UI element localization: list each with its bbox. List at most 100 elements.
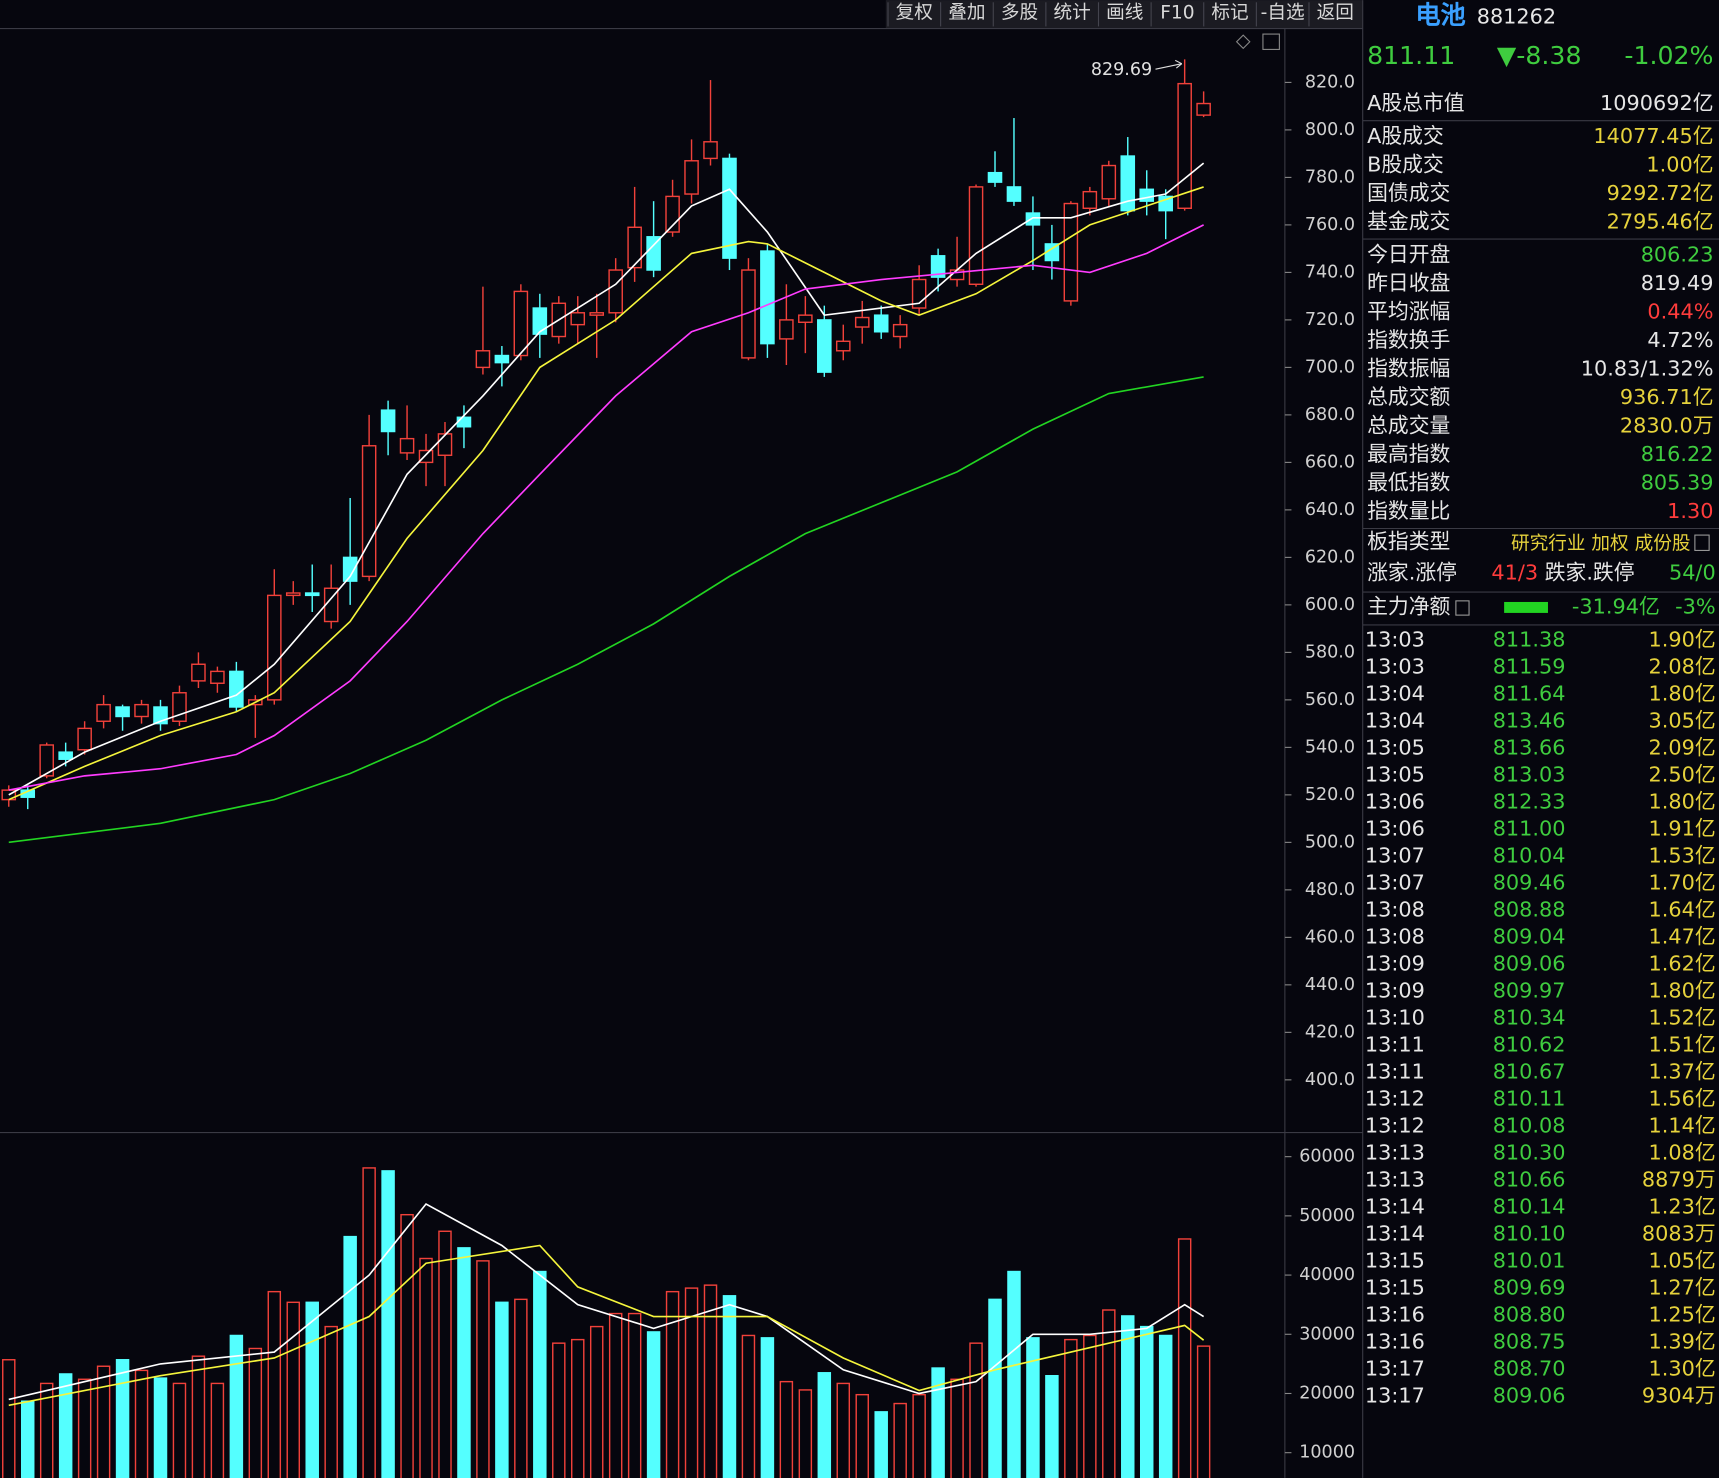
toolbar-button[interactable]: 多股: [1001, 3, 1038, 24]
candle-body: [58, 751, 73, 760]
candle-body: [39, 744, 54, 777]
candle-body: [741, 269, 756, 359]
candle-body: [627, 226, 642, 269]
candle-body: [570, 312, 586, 326]
fund-flow-label: 主力净额: [1367, 594, 1450, 618]
tick-amount: 2.08亿: [1649, 654, 1716, 678]
tick-amount: 1.30亿: [1649, 1357, 1716, 1381]
y-tick-label: 620.0: [1305, 547, 1355, 567]
volume-bar: [419, 1257, 433, 1478]
volume-bar: [39, 1382, 54, 1478]
volume-bar: [495, 1301, 509, 1478]
tick-time: 13:15: [1365, 1276, 1425, 1300]
diamond-icon[interactable]: [1235, 34, 1251, 50]
volume-average-line: [8, 1244, 1205, 1407]
candle-body: [77, 727, 92, 751]
stat-value: 816.22: [1641, 442, 1714, 466]
fund-flow-amount: -31.94亿: [1572, 594, 1660, 618]
candle-body: [722, 157, 737, 259]
y-tick-label: 600.0: [1305, 595, 1355, 615]
stat-label: 最高指数: [1367, 442, 1450, 466]
volume-bar: [514, 1298, 528, 1478]
volume-bar: [191, 1355, 206, 1478]
volume-bar: [248, 1347, 263, 1478]
volume-bar: [684, 1287, 699, 1478]
y-tick-label: 580.0: [1305, 642, 1355, 662]
candle-body: [475, 350, 491, 369]
candle-body: [760, 250, 775, 345]
tick-price: 811.59: [1493, 654, 1566, 678]
tick-amount: 1.91亿: [1649, 816, 1716, 840]
volume-tick-label: 40000: [1299, 1265, 1355, 1285]
toolbar-button[interactable]: 返回: [1317, 3, 1354, 24]
stat-label: A股成交: [1367, 124, 1444, 148]
y-tick-label: 660.0: [1305, 452, 1355, 472]
panel-toggle-icon[interactable]: [1262, 33, 1280, 50]
volume-bar: [741, 1334, 756, 1478]
toolbar-button[interactable]: 复权: [896, 3, 934, 24]
tick-amount: 1.62亿: [1649, 951, 1716, 975]
candle-body: [1063, 202, 1079, 302]
stat-label: 今日开盘: [1367, 243, 1450, 267]
tick-time: 13:05: [1365, 762, 1425, 786]
tick-price: 811.00: [1493, 816, 1566, 840]
candle-body: [418, 449, 434, 464]
stat-label: 国债成交: [1367, 181, 1450, 205]
stat-label: 指数振幅: [1367, 357, 1450, 381]
volume-bar: [893, 1402, 907, 1478]
tick-price: 808.80: [1493, 1303, 1566, 1327]
tick-time: 13:12: [1365, 1087, 1425, 1111]
toolbar-button[interactable]: 画线: [1106, 3, 1143, 24]
volume-bar: [115, 1359, 130, 1478]
volume-bar: [817, 1372, 832, 1478]
stat-value: 4.72%: [1647, 328, 1713, 352]
moving-average-line: [8, 186, 1204, 801]
volume-tick-label: 10000: [1299, 1443, 1355, 1463]
stat-label: A股总市值: [1367, 91, 1465, 115]
tick-time: 13:09: [1365, 951, 1425, 975]
tick-price: 811.64: [1493, 681, 1566, 705]
toolbar-button[interactable]: -自选: [1261, 3, 1305, 24]
volume-bar: [210, 1382, 225, 1478]
y-tick-label: 500.0: [1305, 832, 1355, 852]
toolbar-button[interactable]: 标记: [1211, 3, 1248, 24]
stat-value: 936.71亿: [1620, 385, 1714, 409]
toolbar-button[interactable]: 叠加: [948, 3, 985, 24]
volume-bar: [1177, 1238, 1192, 1478]
tick-amount: 1.64亿: [1649, 897, 1716, 921]
tick-time: 13:12: [1365, 1114, 1425, 1138]
fund-flow-icon[interactable]: [1455, 600, 1470, 616]
y-tick-label: 680.0: [1305, 405, 1355, 425]
candle-body: [134, 703, 149, 718]
tick-amount: 1.80亿: [1649, 979, 1716, 1003]
toolbar-button[interactable]: 统计: [1054, 3, 1091, 24]
volume-bar: [305, 1301, 319, 1478]
tick-price: 809.06: [1493, 951, 1566, 975]
volume-bar: [950, 1378, 964, 1478]
candle-body: [210, 670, 225, 684]
candle-body: [532, 307, 548, 335]
candle-body: [1006, 186, 1022, 202]
candle-body: [589, 312, 605, 316]
index-type-icon[interactable]: [1694, 534, 1710, 551]
candle-body: [361, 445, 377, 578]
candle-body: [267, 594, 282, 701]
candle-body: [513, 290, 529, 357]
tick-time: 13:08: [1365, 924, 1425, 948]
volume-bar: [703, 1284, 718, 1478]
tick-price: 810.08: [1493, 1114, 1566, 1138]
volume-bar: [172, 1382, 187, 1478]
volume-bar: [760, 1337, 775, 1478]
tick-amount: 1.70亿: [1649, 870, 1716, 894]
tick-price: 810.67: [1493, 1060, 1566, 1084]
tick-time: 13:08: [1365, 897, 1425, 921]
y-tick-label: 640.0: [1305, 500, 1355, 520]
y-tick-label: 420.0: [1305, 1022, 1355, 1042]
toolbar-button[interactable]: F10: [1160, 3, 1194, 24]
stat-value: 2795.46亿: [1607, 210, 1714, 234]
last-price: 811.11: [1367, 41, 1455, 70]
candle-body: [229, 670, 244, 708]
volume-bar: [229, 1334, 244, 1478]
